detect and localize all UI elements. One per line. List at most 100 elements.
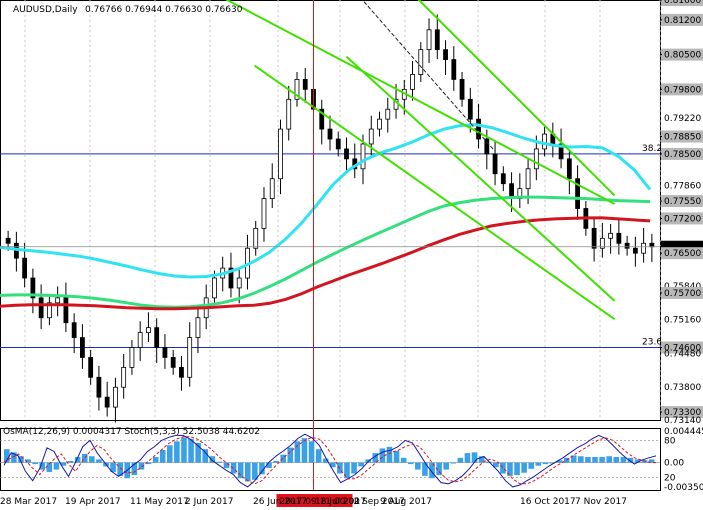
fib-level-label: 23.6: [642, 338, 662, 348]
candle-body: [410, 74, 415, 90]
candle-body: [63, 297, 69, 324]
price-label-box: [661, 83, 703, 96]
candle-body: [426, 29, 432, 51]
osma-bar: [152, 457, 159, 463]
price-tick-label: 0.81600: [664, 0, 701, 6]
candle-body: [236, 277, 242, 289]
candle-body: [38, 297, 44, 319]
price-tick-label: 0.80500: [664, 51, 701, 61]
osma-bar: [535, 462, 542, 466]
indicator-scale-label: 0.004445: [664, 427, 703, 437]
osma-bar: [188, 438, 194, 463]
candle-body: [377, 118, 382, 130]
price-axis: 0.81600 0.81200 0.80500 0.79800 0.79220 0.788…: [660, 0, 703, 426]
osma-bar: [96, 459, 102, 463]
price-tick-label: 0.73300: [664, 408, 701, 418]
moving-average-line: [0, 123, 652, 279]
date-label: 28 Mar 2017: [0, 497, 57, 507]
candle-body: [261, 198, 267, 229]
osma-bar: [301, 438, 308, 463]
date-label: 9 Aug 2017: [380, 497, 432, 507]
price-tick-label: 0.76500: [664, 249, 701, 259]
osma-bar: [478, 456, 485, 463]
osma-bar: [322, 458, 329, 463]
price-tick-label: 0.75700: [664, 289, 701, 299]
candle-body: [418, 49, 424, 75]
candle-body: [154, 327, 160, 348]
osma-bar: [131, 462, 138, 476]
osma-bar: [407, 462, 414, 465]
candle-body: [484, 138, 490, 155]
osma-bar: [259, 462, 265, 475]
price-tick-label: 0.74480: [664, 349, 701, 359]
candle-body: [459, 79, 465, 100]
osma-bar: [592, 457, 598, 463]
candle-body: [335, 138, 341, 150]
osma-bar: [4, 449, 10, 463]
price-tick-label: 0.73140: [664, 416, 701, 426]
osma-bar: [585, 457, 591, 463]
indicator-scale-label: -0.003507: [664, 483, 703, 493]
candle-body: [137, 332, 143, 348]
candle-body: [360, 143, 366, 170]
osma-bar: [415, 462, 421, 470]
osma-bar: [578, 456, 584, 463]
price-tick-label: 0.79220: [664, 114, 701, 124]
osma-bar: [485, 461, 492, 463]
candle-body: [80, 337, 85, 358]
osma-bar: [570, 455, 577, 463]
date-label: 2 Jun 2017: [185, 497, 233, 507]
osma-bar: [195, 442, 201, 463]
date-label: 7 Nov 2017: [575, 497, 627, 507]
osma-bar: [252, 462, 258, 480]
candle-body: [302, 79, 308, 90]
candle-body: [30, 277, 36, 299]
candle-body: [641, 242, 647, 254]
price-label-box: [661, 130, 703, 143]
date-label: 19 Apr 2017: [65, 497, 121, 507]
osma-bar: [110, 462, 116, 472]
osma-bar: [89, 456, 95, 463]
price-label-box: [661, 0, 703, 6]
candle-body: [344, 148, 349, 160]
osma-bar: [273, 460, 279, 463]
price-tick-label: 0.77550: [664, 197, 701, 207]
candle-body: [187, 337, 193, 378]
osma-bar: [308, 441, 315, 463]
osma-bar: [457, 457, 464, 463]
price-label-box: [661, 13, 703, 26]
candle-body: [632, 247, 638, 254]
candle-body: [476, 118, 481, 140]
date-label: 18 Jul 2017: [315, 497, 366, 507]
price-label-box: [661, 212, 703, 225]
osma-bar: [202, 449, 209, 463]
trend-channel-line: [225, 0, 616, 205]
candle-body: [278, 128, 283, 180]
date-axis: 2017.09.11 00:00 28 Mar 2017 19 Apr 2017 11…: [0, 494, 627, 507]
candle-body: [170, 357, 176, 368]
candle-body: [575, 178, 580, 209]
osma-bar: [436, 462, 442, 476]
candle-body: [649, 242, 655, 248]
vertical-marker-box: [276, 494, 353, 507]
osma-bar: [174, 441, 180, 463]
osma-bar: [393, 450, 400, 463]
vertical-marker-label: 2017.09.11 00:00: [280, 497, 361, 507]
price-tick-label: 0.73800: [664, 383, 701, 393]
osma-bar: [280, 454, 286, 463]
osma-bar: [627, 457, 634, 463]
osma-bar: [159, 449, 166, 463]
candle-body: [212, 277, 217, 299]
candle-body: [533, 148, 539, 170]
candle-body: [451, 59, 457, 80]
candle-body: [179, 366, 184, 378]
grid: [0, 0, 661, 491]
candle-body: [319, 108, 325, 130]
candle-body: [195, 317, 201, 338]
osma-bar: [528, 462, 535, 469]
osma-bar: [620, 457, 627, 463]
indicator-scale-label: 0.00: [664, 459, 684, 469]
osma-bar: [46, 462, 53, 472]
osma-bar: [294, 441, 301, 463]
